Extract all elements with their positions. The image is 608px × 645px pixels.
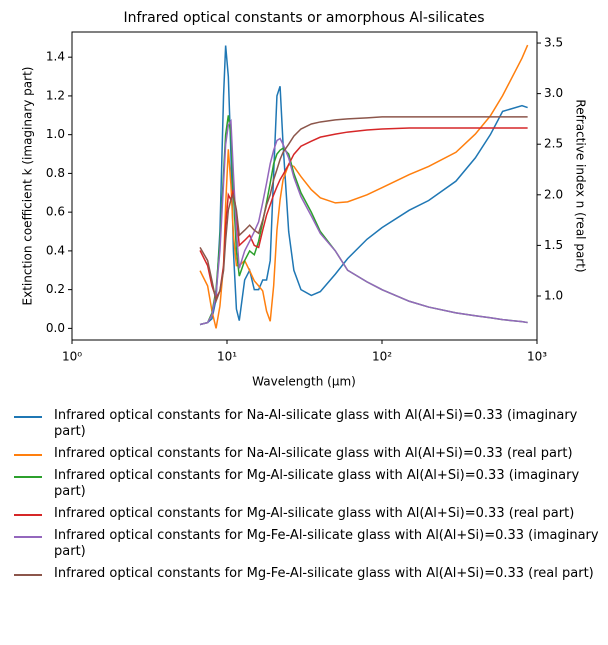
y2-tick-label: 3.0 bbox=[544, 86, 563, 100]
legend-swatch bbox=[14, 574, 42, 576]
y-tick-label: 0.0 bbox=[46, 321, 65, 335]
legend-entry: Infrared optical constants for Mg-Fe-Al-… bbox=[14, 528, 600, 560]
legend: Infrared optical constants for Na-Al-sil… bbox=[14, 408, 600, 588]
y-tick-label: 1.2 bbox=[46, 88, 65, 102]
y-tick-label: 0.2 bbox=[46, 282, 65, 296]
legend-entry: Infrared optical constants for Mg-Al-sil… bbox=[14, 468, 600, 500]
y2-tick-label: 3.5 bbox=[544, 36, 563, 50]
chart-title: Infrared optical constants or amorphous … bbox=[123, 10, 484, 26]
y2-tick-label: 2.5 bbox=[544, 137, 563, 151]
x-tick-label: 10³ bbox=[527, 350, 547, 364]
y-tick-label: 0.4 bbox=[46, 243, 65, 257]
plot-frame bbox=[71, 31, 538, 341]
y-axis-label: Extinction coefficient k (imaginary part… bbox=[21, 67, 35, 306]
y-tick-label: 0.6 bbox=[46, 205, 65, 219]
y-tick-label: 1.0 bbox=[46, 127, 65, 141]
line bbox=[199, 44, 529, 329]
y-tick-label: 1.4 bbox=[46, 50, 65, 64]
legend-entry: Infrared optical constants for Na-Al-sil… bbox=[14, 408, 600, 440]
legend-entry: Infrared optical constants for Mg-Fe-Al-… bbox=[14, 566, 600, 582]
y-tick-label: 0.8 bbox=[46, 166, 65, 180]
legend-swatch bbox=[14, 536, 42, 538]
line bbox=[199, 45, 528, 326]
legend-entry: Infrared optical constants for Mg-Al-sil… bbox=[14, 506, 600, 522]
y2-axis-label: Refractive index n (real part) bbox=[574, 99, 588, 272]
legend-swatch bbox=[14, 454, 42, 456]
legend-swatch bbox=[14, 416, 42, 418]
x-tick-label: 10² bbox=[372, 350, 392, 364]
legend-label: Infrared optical constants for Mg-Al-sil… bbox=[54, 468, 580, 499]
legend-entry: Infrared optical constants for Na-Al-sil… bbox=[14, 446, 600, 462]
legend-label: Infrared optical constants for Na-Al-sil… bbox=[54, 446, 573, 461]
line bbox=[199, 118, 528, 326]
y2-tick-label: 2.0 bbox=[544, 187, 563, 201]
legend-swatch bbox=[14, 476, 42, 478]
legend-label: Infrared optical constants for Mg-Fe-Al-… bbox=[54, 528, 599, 559]
x-tick-label: 10¹ bbox=[217, 350, 237, 364]
chart: Infrared optical constants or amorphous … bbox=[21, 10, 588, 389]
line bbox=[199, 116, 528, 304]
legend-label: Infrared optical constants for Mg-Fe-Al-… bbox=[54, 566, 594, 581]
x-axis-label: Wavelength (μm) bbox=[252, 375, 356, 389]
legend-label: Infrared optical constants for Mg-Al-sil… bbox=[54, 506, 575, 521]
line bbox=[199, 115, 528, 326]
legend-label: Infrared optical constants for Na-Al-sil… bbox=[54, 408, 578, 439]
line bbox=[199, 127, 528, 300]
y2-tick-label: 1.5 bbox=[544, 238, 563, 252]
x-tick-label: 10⁰ bbox=[62, 350, 82, 364]
legend-swatch bbox=[14, 514, 42, 516]
y2-tick-label: 1.0 bbox=[544, 288, 563, 302]
